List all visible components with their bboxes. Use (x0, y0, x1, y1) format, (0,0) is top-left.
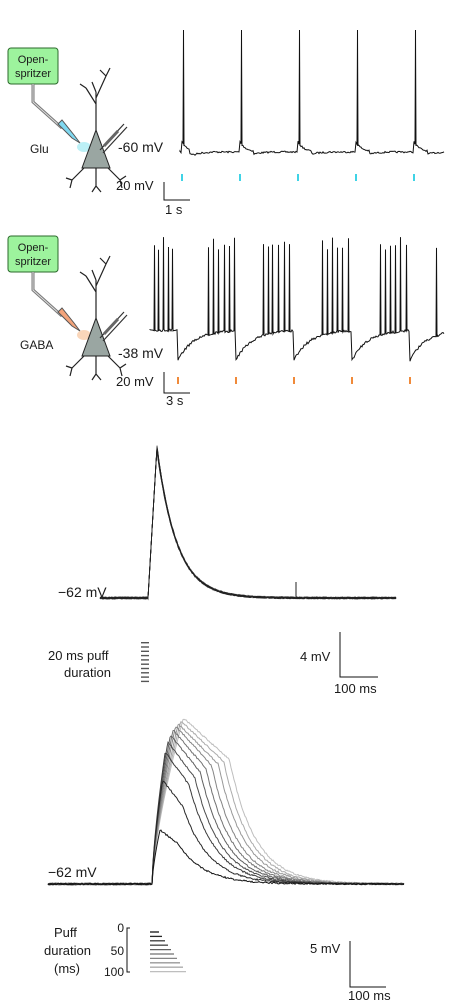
puff-tick (141, 667, 149, 670)
puff-label-line1: 20 ms puff (48, 648, 109, 663)
scale-time-label: 100 ms (334, 681, 377, 696)
legend-tick-0: 0 (117, 921, 124, 935)
baseline-label: −62 mV (48, 864, 97, 880)
basal-dendrites (65, 167, 127, 193)
trace-glu (179, 29, 445, 156)
legend-title-line1: Puff (54, 925, 77, 940)
legend-tick-100: 100 (104, 965, 124, 979)
scale-bar-a (163, 182, 190, 201)
apical-dendrite (79, 255, 111, 318)
puff-marker (239, 174, 241, 181)
scale-time-label: 100 ms (348, 988, 391, 1002)
epsp-trace-10ms (47, 829, 405, 886)
scale-bar-c (339, 632, 378, 678)
puff-marker (297, 174, 299, 181)
scale-voltage-label: 20 mV (116, 374, 154, 389)
legend-bracket (126, 927, 130, 973)
puff-tick (141, 646, 149, 648)
puff-tick (141, 654, 149, 657)
scale-bar-d (349, 941, 386, 988)
scale-time-label: 3 s (166, 393, 184, 408)
legend-title-line3: (ms) (54, 961, 80, 976)
scale-voltage-label: 5 mV (310, 941, 341, 956)
puff-marker (235, 377, 237, 384)
scale-voltage-label: 20 mV (116, 178, 154, 193)
baseline-label: -60 mV (118, 139, 164, 155)
baseline-label: −62 mV (58, 584, 107, 600)
epsp-trace-80ms (47, 723, 405, 886)
scale-bar-b (163, 372, 190, 394)
scale-voltage-label: 4 mV (300, 649, 331, 664)
panel-d: −62 mV Puff duration (ms) 0 50 100 5 mV … (44, 718, 405, 1002)
epsp-trace (99, 445, 397, 601)
epsp-trace (99, 451, 397, 600)
gaba-puff-cloud (77, 330, 91, 340)
epsp-traces-by-duration (47, 718, 405, 886)
apical-dendrite (79, 67, 111, 130)
panel-a: Open- spritzer Glu -60 mV 20 mV 1 s (7, 29, 445, 217)
epsp-trace-60ms (47, 729, 405, 886)
epsp-trace (99, 447, 397, 600)
neuron-schematic-b: Open- spritzer GABA (7, 235, 128, 381)
epsp-trace (99, 450, 397, 600)
puff-duration-legend (150, 931, 186, 973)
epsp-trace (99, 447, 397, 600)
epsp-traces-repeated (99, 445, 397, 601)
device-label-line1: Open- (18, 242, 49, 254)
gaba-pipette (57, 307, 81, 332)
puff-marker (355, 174, 357, 181)
drug-label: Glu (30, 142, 49, 156)
epsp-trace (99, 447, 397, 600)
puff-marker (181, 174, 183, 181)
puff-tick (141, 680, 149, 683)
puff-marker (351, 377, 353, 384)
puff-tick (141, 659, 149, 661)
epsp-trace (99, 447, 397, 600)
puff-label-line2: duration (64, 665, 111, 680)
glu-puff-cloud (77, 142, 91, 152)
puff-tick (141, 672, 149, 674)
puff-marker (293, 377, 295, 384)
epsp-trace-40ms (47, 741, 405, 886)
epsp-trace-50ms (47, 735, 405, 886)
device-label-line1: Open- (18, 54, 49, 66)
recording-pipette (99, 311, 128, 342)
epsp-trace (99, 449, 397, 600)
puff-markers-b (177, 377, 411, 384)
baseline-label: -38 mV (118, 345, 164, 361)
basal-dendrites (65, 355, 127, 381)
legend-tick-50: 50 (111, 944, 125, 958)
epsp-trace-70ms (47, 726, 405, 886)
puff-markers-a (181, 174, 415, 181)
drug-label: GABA (20, 338, 53, 352)
puff-tick (141, 663, 149, 665)
glu-pipette (57, 119, 81, 144)
puff-marker (413, 174, 415, 181)
puff-tick (141, 650, 149, 652)
device-label-line2: spritzer (15, 256, 51, 268)
puff-tick (141, 642, 149, 644)
puff-tick (141, 676, 149, 678)
device-label-line2: spritzer (15, 68, 51, 80)
legend-title-line2: duration (44, 943, 91, 958)
panel-c: −62 mV 20 ms puff duration 4 mV 100 ms (48, 445, 397, 696)
epsp-trace-20ms (47, 780, 405, 886)
puff-duration-ticks (141, 642, 149, 683)
neuron-schematic-a: Open- spritzer Glu (7, 47, 128, 193)
panel-b: Open- spritzer GABA -38 mV 20 mV 3 s (7, 235, 445, 408)
epsp-trace (100, 449, 396, 600)
epsp-trace (99, 451, 397, 600)
trace-gaba (149, 237, 445, 362)
scale-time-label: 1 s (165, 202, 183, 217)
puff-marker (177, 377, 179, 384)
puff-marker (409, 377, 411, 384)
